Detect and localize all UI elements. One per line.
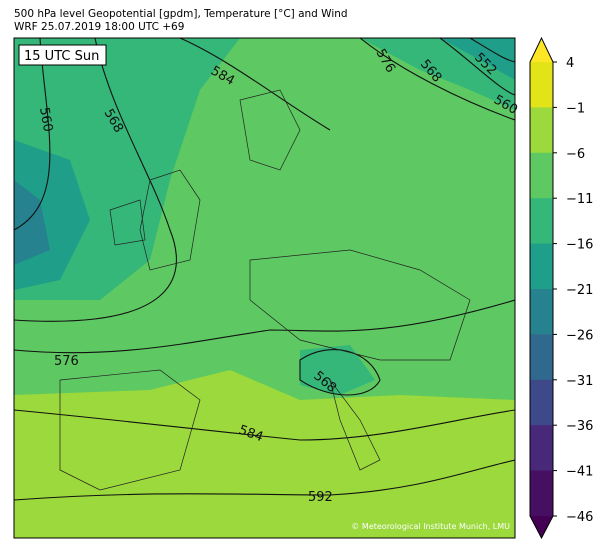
subtitle: WRF 25.07.2019 18:00 UTC +69 (14, 21, 184, 33)
colorbar-band (530, 470, 553, 517)
time-label-box (18, 44, 107, 66)
colorbar-tick-label: −1 (566, 101, 585, 116)
colorbar-tick-label: 4 (566, 56, 574, 71)
colorbar-tick-label: −21 (566, 283, 593, 298)
colorbar-tick-label: −31 (566, 374, 593, 389)
contour-label: 560 (36, 106, 55, 133)
colorbar-band (530, 334, 553, 381)
colorbar-band (530, 107, 553, 154)
colorbar-band (530, 243, 553, 290)
colorbar-band (530, 379, 553, 426)
map-field (14, 38, 515, 538)
colorbar-tick-label: −16 (566, 238, 593, 253)
colorbar-tick-label: −26 (566, 328, 593, 343)
copyright: © Meteorological Institute Munich, LMU (351, 522, 510, 531)
colorbar-tick-label: −11 (566, 192, 593, 207)
colorbar-band (530, 198, 553, 245)
map-frame (13, 37, 516, 539)
time-label: 15 UTC Sun (24, 49, 99, 64)
colorbar-band (530, 152, 553, 199)
contour-label: 576 (54, 354, 79, 369)
colorbar-over (530, 38, 553, 62)
contour-label: 592 (308, 490, 333, 505)
colorbar-band (530, 289, 553, 335)
title: 500 hPa level Geopotential [gpdm], Tempe… (14, 8, 348, 20)
colorbar-under (530, 516, 553, 538)
colorbar-tick-label: −6 (566, 147, 585, 162)
colorbar-tick-label: −46 (566, 510, 593, 525)
colorbar-band (530, 425, 553, 472)
colorbar-tick-label: −36 (566, 419, 593, 434)
colorbar-tick-label: −41 (566, 465, 593, 480)
colorbar-band (530, 62, 553, 108)
